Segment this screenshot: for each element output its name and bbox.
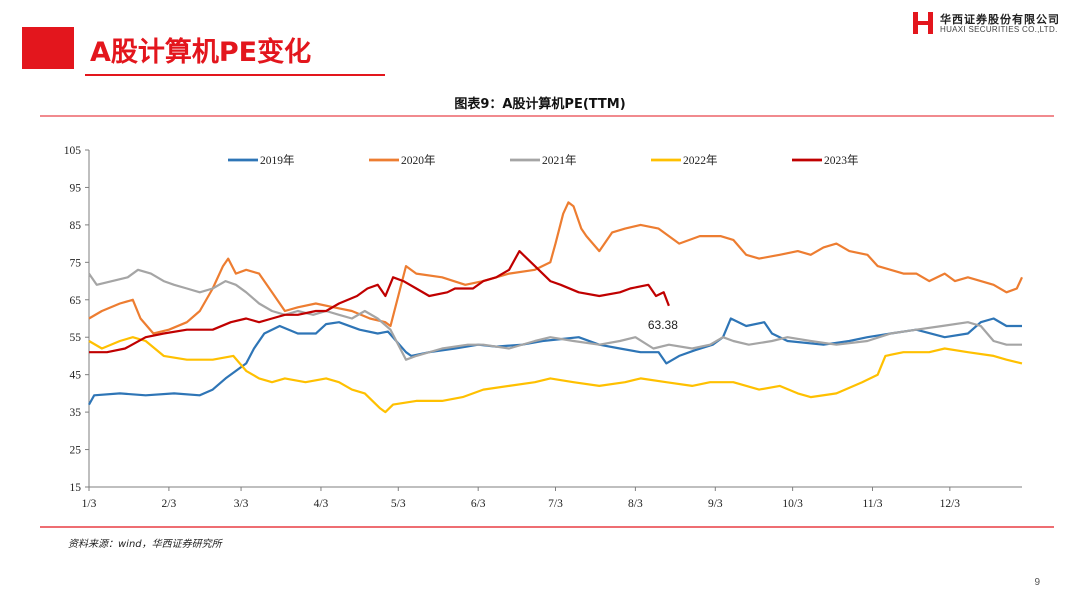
source-note: 资料来源：wind，华西证券研究所 (68, 539, 222, 550)
y-tick-label: 105 (64, 145, 82, 157)
x-tick-label: 3/3 (234, 498, 249, 510)
series-line-2020 (88, 201, 1023, 335)
series-line-2019 (88, 317, 1022, 406)
series-line-2021 (88, 268, 1022, 361)
chart-title: 图表9：A股计算机PE(TTM) (454, 97, 626, 112)
x-tick-label: 9/3 (708, 498, 723, 510)
huaxi-logo-icon (913, 12, 933, 34)
y-tick-label: 55 (70, 332, 82, 344)
company-name-cn: 华西证券股份有限公司 (940, 13, 1060, 26)
x-tick-label: 8/3 (628, 498, 643, 510)
x-tick-label: 1/3 (82, 498, 97, 510)
x-tick-label: 11/3 (862, 498, 882, 510)
slide-title-tab (22, 27, 74, 69)
title-underline (85, 74, 385, 76)
y-tick-label: 25 (70, 445, 82, 457)
x-tick-label: 6/3 (471, 498, 486, 510)
slide-title: A股计算机PE变化 (90, 37, 312, 68)
legend-label: 2020年 (401, 153, 436, 167)
legend-label: 2023年 (824, 153, 859, 167)
x-tick-label: 2/3 (162, 498, 177, 510)
x-tick-label: 4/3 (314, 498, 329, 510)
x-tick-label: 12/3 (940, 498, 961, 510)
series-line-2023 (89, 250, 670, 354)
x-tick-label: 7/3 (548, 498, 563, 510)
legend-label: 2021年 (542, 153, 577, 167)
y-tick-label: 75 (70, 257, 82, 269)
y-tick-label: 85 (70, 220, 82, 232)
y-tick-label: 35 (70, 407, 82, 419)
series-line-2022 (88, 336, 1023, 414)
y-tick-label: 15 (70, 482, 82, 494)
x-tick-label: 10/3 (782, 498, 803, 510)
y-tick-label: 65 (70, 295, 82, 307)
page-number: 9 (1034, 577, 1040, 588)
y-tick-label: 45 (70, 370, 82, 382)
legend-label: 2019年 (260, 153, 295, 167)
x-tick-label: 5/3 (391, 498, 406, 510)
legend-label: 2022年 (683, 153, 718, 167)
last-value-label: 63.38 (648, 318, 678, 332)
y-tick-label: 95 (70, 182, 82, 194)
company-name-en: HUAXI SECURITIES CO.,LTD. (940, 25, 1058, 34)
company-logo: 华西证券股份有限公司 HUAXI SECURITIES CO.,LTD. (910, 10, 1070, 38)
